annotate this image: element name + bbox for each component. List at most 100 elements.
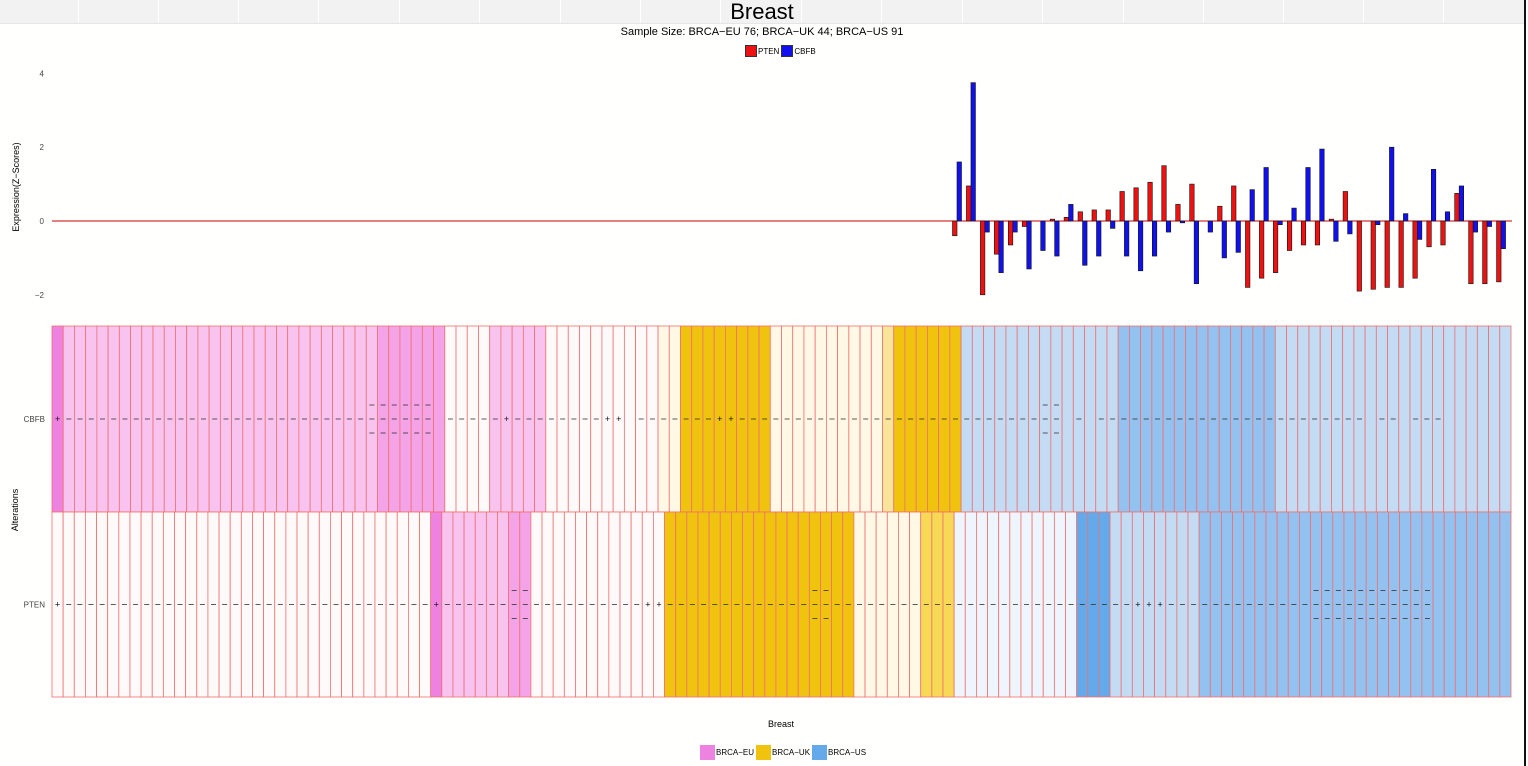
page-title: Breast (730, 0, 794, 24)
heatmap-cell-pten (1466, 511, 1478, 698)
bar-pten (1384, 220, 1390, 288)
strip-tick (479, 0, 480, 23)
bar-pten (1300, 220, 1307, 246)
bar-pten (1175, 204, 1181, 222)
bar-cbfb (1221, 220, 1227, 259)
bar-cbfb (1500, 220, 1506, 249)
heatmap-cell-cbfb (1454, 325, 1467, 513)
bar-cbfb (984, 220, 990, 233)
bar-pten (1314, 220, 1320, 246)
heatmap-row-label: PTEN (24, 601, 46, 610)
gain-mark: + (656, 600, 661, 610)
bar-pten (1440, 220, 1446, 246)
heatmap-cell-pten (1432, 511, 1445, 698)
bar-pten (1287, 220, 1293, 251)
heatmap-cell-cbfb (1499, 325, 1512, 513)
bar-pten (1007, 220, 1014, 246)
bar-cbfb (1096, 220, 1102, 257)
gain-mark: + (434, 600, 439, 610)
bar-cbfb (998, 220, 1004, 273)
bar-cbfb (1012, 220, 1018, 233)
strip-tick (1443, 0, 1444, 23)
strip-tick (1363, 0, 1364, 23)
bar-pten (1021, 220, 1028, 227)
bar-pten (1231, 185, 1237, 222)
expression-legend: PTEN CBFB (745, 44, 818, 58)
strip-tick (1283, 0, 1284, 23)
heatmap-cell-pten (1443, 511, 1456, 698)
bar-cbfb (1472, 220, 1478, 233)
bar-cbfb (1444, 211, 1451, 222)
heatmap-cell-cbfb (1488, 325, 1501, 513)
legend-label-brca-eu: BRCA−EU (716, 747, 755, 757)
bar-pten (1468, 220, 1474, 285)
gain-mark: + (717, 414, 722, 424)
page-subtitle: Sample Size: BRCA−EU 76; BRCA−UK 44; BRC… (620, 26, 904, 38)
legend-item-cbfb: CBFB (781, 45, 816, 57)
y-tick-label: 4 (40, 69, 45, 78)
bar-cbfb (1277, 220, 1283, 225)
legend-swatch-brca-eu (700, 744, 715, 760)
strip-tick (801, 0, 802, 23)
bar-pten (952, 220, 958, 237)
gain-mark: + (55, 600, 60, 610)
bar-pten (1147, 181, 1153, 222)
bar-cbfb (1235, 220, 1241, 253)
gain-mark: + (1135, 600, 1140, 610)
bar-cbfb (1305, 167, 1311, 222)
legend-swatch-brca-uk (756, 744, 772, 760)
heatmap-row-label: CBFB (24, 415, 45, 424)
bar-cbfb (1152, 220, 1158, 257)
bar-cbfb (1124, 220, 1130, 257)
bar-cbfb (1431, 169, 1437, 222)
bar-cbfb (1138, 220, 1144, 272)
bar-cbfb (1417, 220, 1423, 240)
bar-cbfb (1291, 207, 1297, 222)
bar-cbfb (1319, 148, 1325, 222)
heatmap-cell-cbfb (433, 325, 446, 513)
gain-mark: + (605, 414, 610, 424)
strip-tick (1042, 0, 1043, 23)
bar-pten (1259, 220, 1265, 279)
bar-pten (994, 220, 1000, 255)
legend-label-brca-uk: BRCA−UK (772, 747, 811, 757)
bar-pten (1370, 220, 1376, 290)
strip-tick (1123, 0, 1124, 23)
strip-tick (560, 0, 561, 23)
bar-cbfb (970, 82, 976, 222)
bar-pten (1245, 220, 1251, 288)
legend-item-brca-eu: BRCA−EU (700, 744, 755, 760)
heatmap-cell-pten (1454, 511, 1467, 698)
bar-cbfb (1389, 146, 1395, 222)
bar-cbfb (1333, 220, 1339, 242)
y-tick-label: −2 (35, 291, 45, 300)
bar-cbfb (1040, 220, 1046, 251)
bar-cbfb (1110, 220, 1116, 229)
bar-pten (1426, 220, 1432, 248)
heatmap-cell-cbfb (1465, 325, 1478, 513)
strip-tick (399, 0, 400, 23)
gain-mark: + (1146, 600, 1151, 610)
heatmap-cell-cbfb (1476, 325, 1489, 513)
heatmap-cell-cbfb (623, 325, 637, 513)
strip-tick (238, 0, 239, 23)
gain-mark: + (504, 414, 509, 424)
bar-pten (1412, 220, 1418, 279)
bar-pten (1482, 220, 1488, 285)
bar-pten (1063, 217, 1069, 222)
strip-tick (720, 0, 721, 23)
strip-tick (158, 0, 159, 23)
group-legend: BRCA−EU BRCA−UK BRCA−US (700, 744, 868, 760)
bar-pten (1119, 191, 1125, 222)
bar-cbfb (1249, 189, 1255, 222)
heatmap-cell-pten (1499, 511, 1512, 698)
strip-tick (881, 0, 882, 23)
bar-cbfb (956, 161, 962, 222)
legend-label-pten: PTEN (758, 46, 780, 56)
gain-mark: + (55, 414, 60, 424)
bar-cbfb (1193, 220, 1199, 285)
bar-pten (1398, 220, 1404, 288)
bar-pten (1356, 220, 1362, 292)
heatmap-cell-cbfb (1061, 325, 1074, 513)
